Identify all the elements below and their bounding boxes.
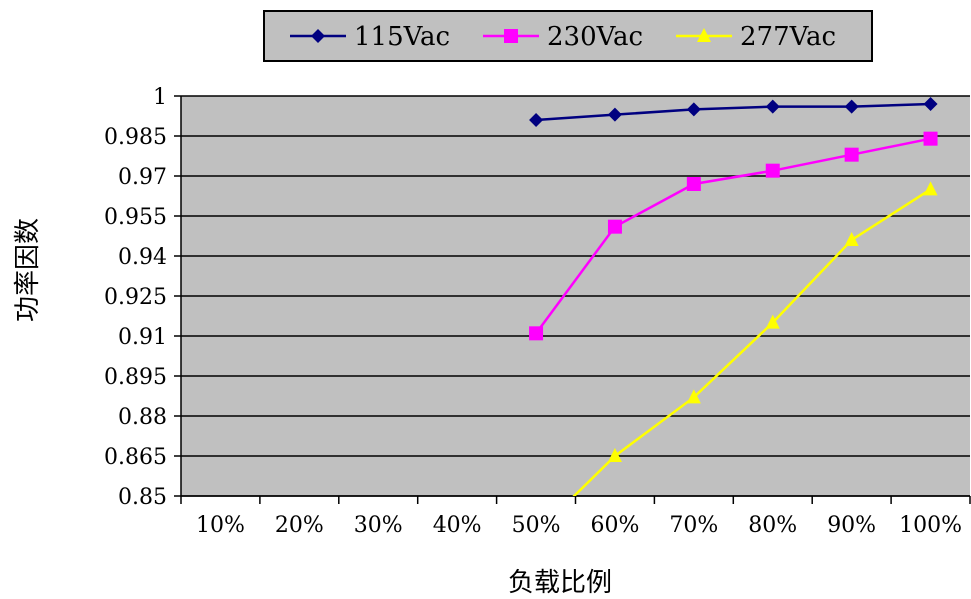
y-tick-label: 0.985 [104,125,167,150]
y-tick-label: 0.91 [118,325,167,350]
legend-label: 115Vac [354,22,450,52]
x-tick-label: 40% [433,513,482,538]
x-tick-label: 80% [748,513,797,538]
y-tick-labels: 0.85 0.865 0.88 0.895 0.91 0.925 0.94 0.955 0.97… [104,85,167,510]
legend-label: 230Vac [547,22,643,52]
x-tick-label: 10% [196,513,245,538]
y-tick-label: 0.865 [104,445,167,470]
x-axis-title: 负载比例 [508,568,612,598]
data-point [844,147,859,162]
x-tick-label: 50% [512,513,561,538]
data-point [529,326,544,341]
data-point [765,314,780,329]
y-axis-title: 功率因数 [13,218,43,322]
legend-entry: 115Vac [290,22,450,52]
legend-box [263,10,873,62]
y-tick-label: 1 [153,85,167,110]
data-point [311,29,325,43]
y-tick-label: 0.925 [104,285,167,310]
data-point [765,99,780,114]
y-tick-label: 0.85 [118,485,167,510]
x-tick-label: 70% [669,513,718,538]
series-line [535,102,931,122]
series-layer [529,97,938,496]
data-point [686,177,701,191]
x-tick-label: 60% [590,513,639,538]
data-point [697,28,711,42]
y-tick-label: 0.88 [118,405,167,430]
data-point [923,97,938,111]
x-tick-label: 100% [899,513,962,538]
data-point [686,389,701,404]
y-tick-label: 0.895 [104,365,167,390]
data-point [504,29,518,43]
data-point [607,107,622,122]
legend-entry: 277Vac [676,22,836,52]
x-tick-labels: 10% 20% 30% 40% 50% 60% 70% 80% 90% 100% [196,513,962,538]
legend: 115Vac 230Vac 277Vac [263,10,873,62]
series-230Vac [529,131,938,341]
data-point [686,102,701,117]
series-277Vac [572,181,938,496]
data-point [844,99,859,114]
data-point [607,219,622,234]
data-point [923,131,938,146]
data-point [844,232,859,246]
series-115Vac [529,97,938,127]
data-point [923,181,938,196]
series-line [535,137,931,335]
x-tick-label: 20% [275,513,324,538]
data-point [529,113,544,127]
gridlines [181,95,970,497]
x-tick-label: 30% [354,513,403,538]
data-point [765,163,780,178]
y-tick-label: 0.94 [118,245,167,270]
legend-entry: 230Vac [483,22,643,52]
y-tick-label: 0.955 [104,205,167,230]
x-tick-label: 90% [827,513,876,538]
legend-label: 277Vac [740,22,836,52]
data-point [607,448,622,462]
y-tick-label: 0.97 [118,165,167,190]
